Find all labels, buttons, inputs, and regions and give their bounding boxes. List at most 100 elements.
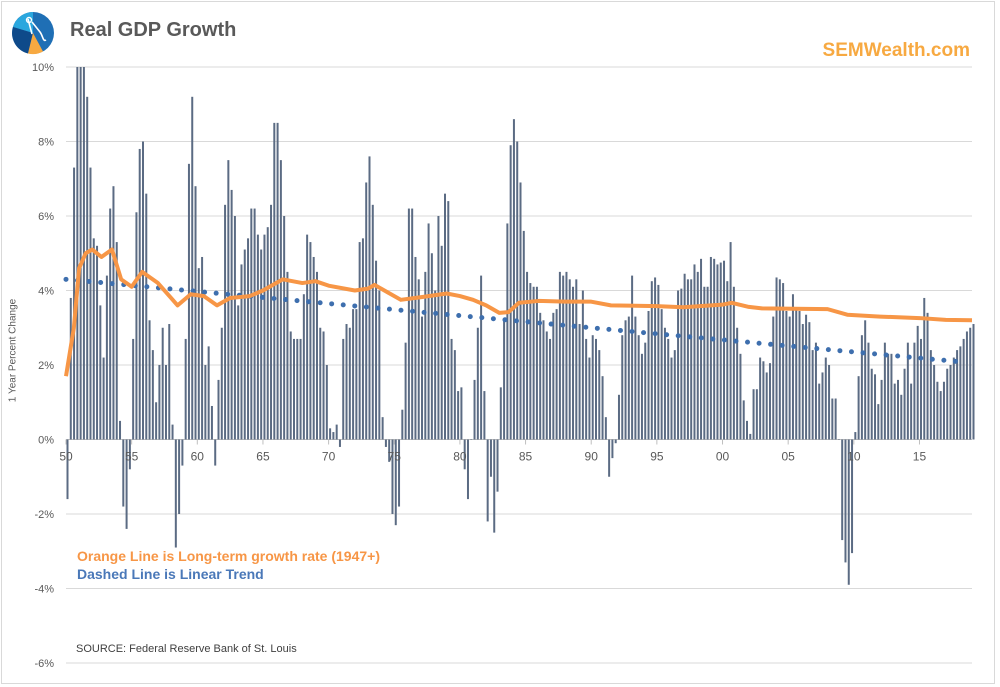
bar [526,271,529,440]
bar [151,350,154,440]
bar [690,279,693,440]
brand-link[interactable]: SEMWealth.com [822,40,970,61]
y-tick-label: 4% [38,286,54,298]
bar [92,238,95,440]
bar [473,379,476,440]
bar [309,242,312,440]
bar [503,320,506,440]
bar [614,439,617,444]
bar [466,439,469,500]
bar [247,238,250,440]
bar [233,216,236,440]
bar [191,96,194,440]
bar [460,387,463,440]
bar [184,338,187,440]
y-tick-label: -4% [34,584,54,596]
bar [683,273,686,440]
bar [647,310,650,440]
x-tick-label: 50 [59,450,73,464]
bar [601,376,604,440]
bar [608,439,611,477]
bar [581,290,584,440]
bar [956,350,959,440]
bar [499,387,502,440]
bar [522,230,525,440]
bar [637,335,640,440]
bar [434,290,437,440]
bar [378,290,381,440]
bar [338,439,341,447]
bar [506,223,509,440]
bar [723,260,726,440]
bar [512,119,515,440]
x-tick-label: 05 [781,450,795,464]
bar [519,182,522,440]
bar [145,193,148,440]
bar [352,309,355,440]
bar [427,223,430,440]
bar [768,363,771,440]
bar [663,327,666,440]
bar [306,234,309,440]
bar [631,275,634,440]
bar [874,374,877,440]
bar [174,439,177,548]
bar [476,327,479,440]
bar [447,201,450,440]
bar [148,320,151,440]
bar [782,283,785,440]
bar [726,281,729,440]
x-tick-label: 90 [585,450,599,464]
bar [670,357,673,440]
bar [411,208,414,440]
bar [158,365,161,440]
bar [719,262,722,440]
bar [952,357,955,440]
bar [210,405,213,440]
bar [854,432,857,440]
bar [900,394,903,440]
bar [916,325,919,440]
bar [181,439,184,466]
bar [345,324,348,440]
pie-chart-compass-logo-icon [12,12,54,55]
bar [752,389,755,440]
bar [667,338,670,440]
bar [407,208,410,440]
bar [237,305,240,440]
bar [906,342,909,440]
bar [329,428,332,440]
bar [969,327,972,440]
bar [105,275,108,440]
y-tick-label: 8% [38,137,54,149]
bar [949,365,952,440]
x-tick-label: 60 [191,450,205,464]
x-tick-label: 85 [519,450,533,464]
bar [749,433,752,440]
bar [489,439,492,477]
bar [729,242,732,440]
x-tick-label: 15 [913,450,927,464]
bar [102,357,105,440]
bar [69,297,72,440]
bar [762,361,765,440]
bar [897,379,899,440]
bar [450,338,453,440]
bar [585,338,588,440]
x-tick-label: 80 [453,450,467,464]
bar [430,253,433,440]
bar [240,264,243,440]
bar [801,324,804,440]
bar [394,439,397,526]
y-tick-label: -6% [34,658,54,670]
bar [109,208,112,440]
bar [171,424,174,440]
bar [903,368,906,440]
bar [375,260,378,440]
long-term-growth-line [64,247,973,377]
bar [837,439,840,440]
bar [578,324,581,440]
bar [703,286,706,440]
bar [818,383,821,440]
bar [496,439,499,492]
